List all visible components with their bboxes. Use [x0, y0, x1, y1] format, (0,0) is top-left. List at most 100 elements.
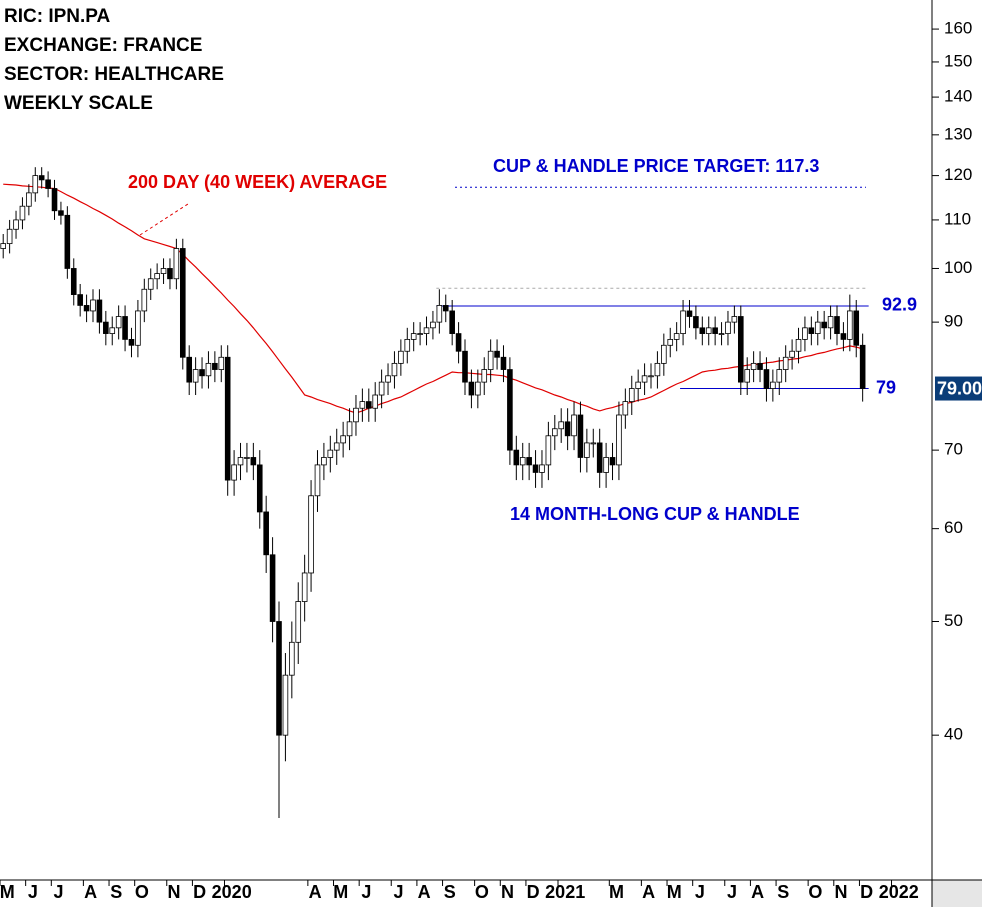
candle-body: [430, 321, 436, 329]
candle-body: [635, 381, 641, 389]
x-tick-label: 2022: [879, 882, 919, 902]
candle-body: [321, 457, 327, 466]
candle-body: [404, 338, 411, 352]
candle-body: [725, 321, 731, 334]
candle-body: [513, 449, 520, 466]
header-line: WEEKLY SCALE: [4, 93, 153, 114]
candle-body: [770, 381, 776, 389]
candle-body: [173, 248, 180, 280]
candle-body: [507, 369, 513, 451]
candle-body: [680, 310, 686, 334]
x-tick-label: S: [110, 882, 122, 902]
candle-body: [314, 464, 321, 497]
candle-body: [686, 310, 693, 317]
candle-body: [58, 210, 64, 216]
last-price-box: [935, 376, 982, 401]
x-tick-label: 2020: [212, 882, 252, 902]
candle-body: [192, 369, 199, 383]
candle-body: [346, 421, 353, 437]
candle-body: [378, 381, 385, 396]
header-line: SECTOR: HEALTHCARE: [4, 64, 224, 85]
candle-body: [487, 350, 494, 370]
header-line: RIC: IPN.PA: [4, 6, 111, 27]
pattern-annotation: 14 MONTH-LONG CUP & HANDLE: [510, 504, 800, 524]
candle-body: [186, 356, 193, 383]
x-tick-label: N: [835, 882, 848, 902]
candle-body: [814, 321, 821, 334]
candle-body: [365, 401, 372, 409]
candle-body: [840, 333, 847, 340]
candle-body: [141, 288, 148, 312]
candle-body: [468, 381, 475, 396]
y-tick-label: 160: [944, 19, 972, 38]
y-tick-label: 40: [944, 725, 963, 744]
candle-body: [532, 464, 539, 473]
candle-body: [782, 356, 789, 370]
candle-body: [391, 362, 398, 377]
candle-body: [282, 674, 289, 736]
candle-body: [628, 388, 635, 402]
candle-body: [847, 310, 853, 340]
candle-body: [289, 641, 295, 676]
candle-body: [667, 338, 674, 346]
x-tick-label: A: [751, 882, 764, 902]
y-tick-label: 110: [944, 209, 971, 228]
candle-body: [199, 369, 205, 377]
candle-body: [32, 175, 39, 194]
candle-body: [436, 305, 443, 323]
candle-body: [135, 310, 141, 346]
candle-body: [545, 435, 552, 466]
candle-body: [128, 338, 135, 346]
candle-body: [641, 375, 648, 383]
candle-body: [795, 338, 802, 352]
candle-body: [231, 464, 237, 481]
candle-body: [564, 421, 571, 437]
candle-body: [475, 381, 481, 396]
x-tick-label: 2021: [545, 882, 585, 902]
candle-body: [802, 327, 808, 340]
candle-body: [115, 316, 122, 329]
candle-body: [327, 449, 334, 458]
candle-body: [731, 316, 738, 323]
candle-body: [481, 369, 488, 383]
candle-body: [340, 435, 346, 444]
candle-body: [372, 394, 379, 409]
candle-body: [494, 350, 500, 358]
candle-body: [853, 310, 860, 346]
y-tick-label: 60: [944, 518, 963, 537]
x-tick-label: M: [333, 882, 348, 902]
candle-body: [13, 219, 19, 230]
candle-body: [648, 375, 654, 378]
candle-body: [661, 344, 667, 364]
candle-body: [699, 327, 706, 334]
x-tick-label: N: [501, 882, 514, 902]
candle-body: [616, 414, 622, 466]
target-annotation: CUP & HANDLE PRICE TARGET: 117.3: [493, 156, 819, 176]
y-tick-label: 120: [944, 165, 972, 184]
x-tick-label: A: [309, 882, 322, 902]
candle-body: [385, 375, 391, 383]
candle-body: [250, 457, 257, 466]
candle-body: [212, 362, 218, 370]
candle-body: [705, 327, 712, 334]
annotation-pointer: [139, 203, 189, 236]
candle-body: [584, 442, 590, 458]
header-line: EXCHANGE: FRANCE: [4, 35, 202, 56]
candle-body: [64, 214, 71, 269]
x-tick-label: S: [777, 882, 789, 902]
candle-body: [571, 414, 577, 437]
x-tick-label: N: [167, 882, 180, 902]
candle-body: [45, 179, 51, 189]
candle-body: [83, 305, 90, 312]
last-price-label: 79.00: [937, 378, 982, 398]
candle-body: [622, 401, 629, 416]
candle-body: [455, 333, 462, 352]
candle-body: [526, 457, 532, 466]
x-tick-label: O: [808, 882, 822, 902]
candle-body: [269, 554, 276, 622]
candle-body: [500, 356, 507, 370]
candle-body: [821, 321, 827, 329]
candle-body: [256, 464, 263, 513]
y-tick-label: 70: [944, 440, 963, 459]
